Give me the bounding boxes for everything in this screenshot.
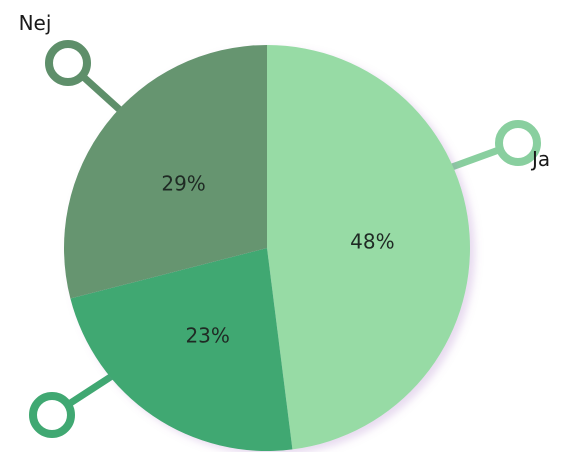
pie-slice-2	[64, 45, 268, 299]
legend-marker-0	[495, 120, 541, 166]
legend-label-2: Nej	[19, 11, 52, 35]
pie-slice-1	[70, 248, 293, 451]
slice-labels: 48% 23% 29%	[161, 171, 394, 347]
pie-slice-0	[267, 45, 470, 450]
slice-value-label-2: 29%	[161, 171, 205, 195]
legend-label-0: Ja	[530, 147, 550, 171]
legend-marker-1	[29, 392, 75, 438]
slice-value-label-0: 48%	[350, 229, 394, 253]
pie-slices	[64, 45, 470, 451]
slice-value-label-1: 23%	[185, 323, 229, 347]
legend-marker-2	[45, 40, 91, 86]
legend: Ja Nej	[19, 11, 550, 438]
